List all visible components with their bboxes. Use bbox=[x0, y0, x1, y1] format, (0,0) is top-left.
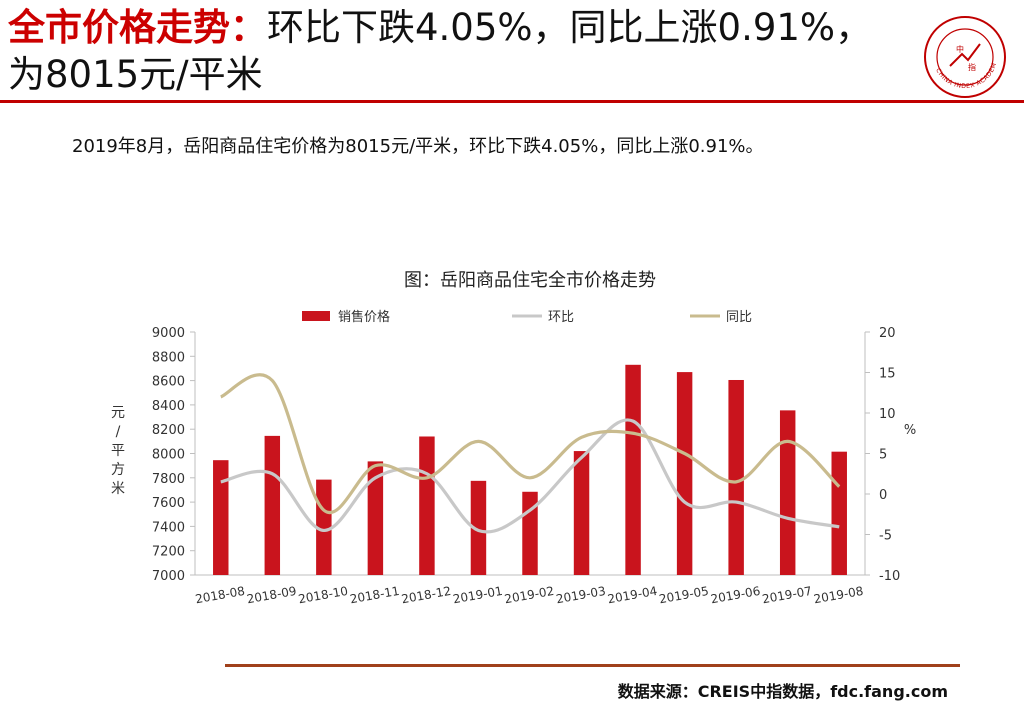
title-divider bbox=[0, 100, 1024, 103]
bar-2018-12 bbox=[419, 436, 435, 575]
x-tick-label: 2019-01 bbox=[452, 584, 504, 606]
y-tick-label: 9000 bbox=[152, 326, 185, 341]
y-tick-label: 7800 bbox=[152, 472, 185, 487]
bar-2019-05 bbox=[676, 372, 693, 575]
y2-tick-label: 5 bbox=[879, 448, 887, 463]
bar-2018-11 bbox=[367, 461, 384, 575]
svg-text:指: 指 bbox=[968, 62, 976, 72]
x-tick-label: 2018-12 bbox=[400, 584, 452, 606]
x-tick-label: 2018-11 bbox=[349, 584, 401, 606]
bar-2019-04 bbox=[625, 364, 641, 575]
bar-2019-03 bbox=[573, 451, 590, 575]
footer-divider bbox=[225, 664, 960, 667]
x-tick-label: 2019-08 bbox=[813, 584, 865, 606]
legend-label-同比: 同比 bbox=[726, 310, 752, 325]
x-tick-label: 2019-06 bbox=[710, 584, 762, 606]
y2-axis-label: % bbox=[904, 423, 916, 438]
x-tick-label: 2018-09 bbox=[246, 584, 298, 606]
data-source: 数据来源：CREIS中指数据，fdc.fang.com bbox=[617, 682, 948, 701]
y-tick-label: 7400 bbox=[152, 520, 185, 535]
y2-tick-label: 20 bbox=[879, 326, 896, 341]
x-tick-label: 2019-04 bbox=[606, 584, 658, 606]
page-title-highlight: 全市价格走势： bbox=[8, 6, 267, 49]
y2-tick-label: 0 bbox=[879, 488, 887, 503]
bar-2019-07 bbox=[779, 410, 796, 575]
legend-label-环比: 环比 bbox=[548, 310, 574, 325]
price-trend-chart: 图：岳阳商品住宅全市价格走势销售价格 环比 同比 7000 7200 7400 7600 78… bbox=[0, 262, 1024, 632]
y2-tick-label: -10 bbox=[879, 569, 900, 584]
y-tick-label: 7200 bbox=[152, 545, 185, 560]
bar-2018-09 bbox=[264, 435, 281, 575]
y-tick-label: 8800 bbox=[152, 350, 185, 365]
y2-tick-label: -5 bbox=[879, 529, 892, 544]
x-tick-label: 2019-05 bbox=[658, 584, 710, 606]
y-tick-label: 8200 bbox=[152, 423, 185, 438]
legend-label-销售价格: 销售价格 bbox=[338, 309, 390, 325]
y-tick-label: 8400 bbox=[152, 399, 185, 414]
svg-text:中: 中 bbox=[956, 44, 964, 54]
y-axis-label: 元/平方米 bbox=[111, 405, 125, 497]
y2-tick-label: 15 bbox=[879, 367, 896, 382]
y-tick-label: 8600 bbox=[152, 375, 185, 390]
bar-2019-01 bbox=[470, 480, 487, 575]
bar-2018-08 bbox=[213, 460, 229, 575]
page-title-text: 环比下跌4.05%，同比上涨0.91%，为8015元/平米 bbox=[8, 6, 873, 96]
x-tick-label: 2019-02 bbox=[503, 584, 555, 606]
chart-title: 图：岳阳商品住宅全市价格走势 bbox=[404, 270, 656, 291]
bar-2019-06 bbox=[728, 379, 744, 575]
x-tick-label: 2018-08 bbox=[194, 584, 246, 606]
y-tick-label: 8000 bbox=[152, 448, 185, 463]
china-index-academy-logo: 中 指 CHINA INDEX ACADEMY bbox=[922, 14, 1006, 98]
y-tick-label: 7000 bbox=[152, 569, 185, 584]
summary-text: 2019年8月，岳阳商品住宅价格为8015元/平米，环比下跌4.05%，同比上涨… bbox=[72, 136, 764, 157]
bar-2019-08 bbox=[831, 451, 847, 575]
x-tick-label: 2019-07 bbox=[761, 584, 813, 606]
x-tick-label: 2019-03 bbox=[555, 584, 607, 606]
legend-swatch-销售价格 bbox=[302, 311, 330, 321]
page-title: 全市价格走势：环比下跌4.05%，同比上涨0.91%，为8015元/平米 bbox=[8, 4, 908, 98]
y-tick-label: 7600 bbox=[152, 496, 185, 511]
y2-tick-label: 10 bbox=[879, 407, 896, 422]
x-tick-label: 2018-10 bbox=[297, 584, 349, 606]
